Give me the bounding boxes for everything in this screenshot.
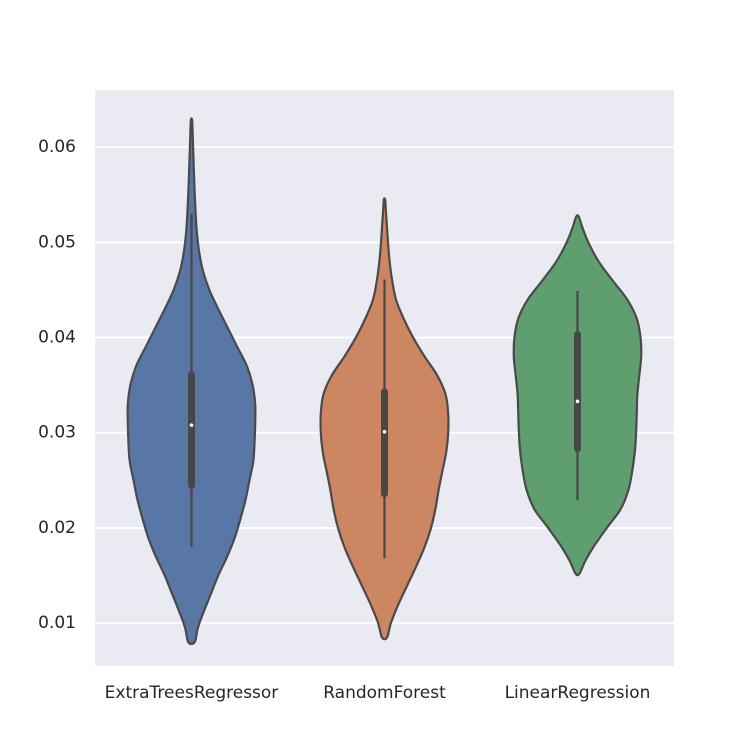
y-tick-label: 0.06 [38, 137, 76, 157]
x-tick-labels: ExtraTreesRegressor RandomForest LinearReg… [105, 683, 651, 703]
y-tick-labels: 0.01 0.02 0.03 0.04 0.05 0.06 [38, 137, 76, 633]
y-tick-label: 0.02 [38, 518, 76, 538]
y-tick-label: 0.03 [38, 423, 76, 443]
y-tick-label: 0.04 [38, 328, 76, 348]
y-tick-label: 0.01 [38, 613, 76, 633]
violin-median [189, 423, 194, 427]
violins [126, 117, 643, 646]
y-tick-label: 0.05 [38, 232, 76, 252]
x-tick-label: ExtraTreesRegressor [105, 683, 279, 703]
violin-median [575, 399, 580, 404]
x-tick-label: RandomForest [323, 683, 446, 703]
violin-median [382, 429, 387, 434]
x-tick-label: LinearRegression [505, 683, 651, 703]
